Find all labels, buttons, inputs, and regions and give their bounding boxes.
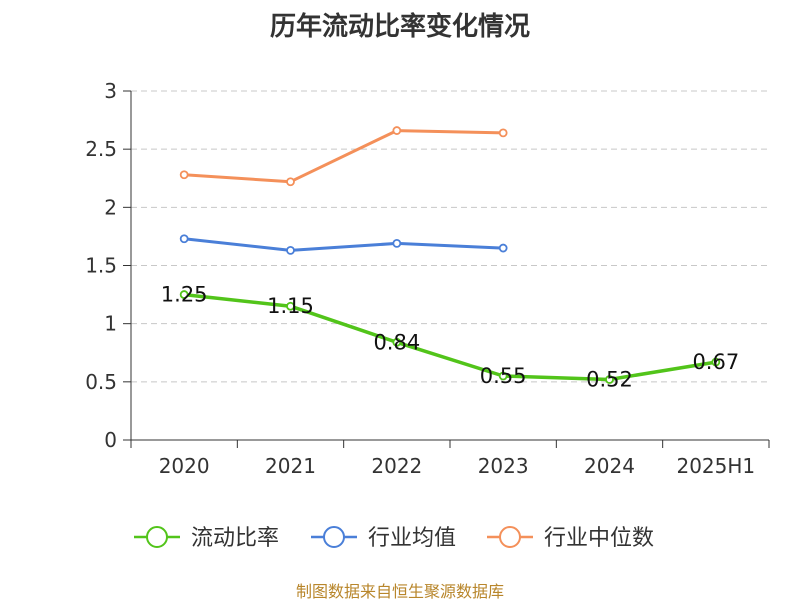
data-point: [286, 301, 295, 311]
chart-title: 历年流动比率变化情况: [269, 12, 530, 42]
axes: 0 0.5 1 1.5 2 2.5 3 2020 2021 2022 2023 2024 2025H1: [85, 79, 770, 478]
data-point: [286, 245, 295, 255]
legend-item: 流动比率: [134, 526, 279, 551]
legend-label: 行业均值: [368, 526, 456, 551]
data-point: [711, 357, 721, 367]
y-tick-label: 0.5: [85, 370, 117, 394]
data-point: [286, 177, 295, 187]
data-point: [392, 238, 402, 248]
data-point: [179, 234, 189, 244]
legend-marker: [146, 526, 168, 548]
data-label: 0.55: [480, 364, 527, 388]
data-point: [605, 375, 614, 384]
data-point: [179, 170, 189, 180]
y-tick-label: 2: [104, 195, 117, 219]
series-line: [184, 292, 717, 382]
source-note: 制图数据来自恒生聚源数据库: [295, 582, 504, 601]
legend-item: 行业均值: [311, 526, 456, 551]
data-point: [498, 128, 508, 138]
y-tick-label: 1.5: [85, 254, 117, 278]
y-tick-label: 3: [104, 79, 117, 103]
data-point: [498, 243, 508, 253]
series-line: [184, 237, 504, 252]
data-point: [392, 337, 402, 347]
data-label: 0.52: [586, 368, 633, 392]
data-point: [498, 371, 508, 381]
y-tick-label: 2.5: [85, 137, 117, 161]
grid-lines: [131, 90, 769, 383]
legend-marker: [323, 526, 345, 548]
series-line: [184, 129, 504, 184]
y-tick-label: 0: [104, 428, 117, 452]
data-label: 0.84: [373, 330, 420, 354]
x-tick-label: 2020: [159, 454, 210, 478]
legend-label: 流动比率: [191, 526, 279, 551]
y-tick-label: 1: [104, 312, 117, 336]
x-tick-label: 2021: [265, 454, 316, 478]
legend-label: 行业中位数: [544, 526, 654, 551]
legend-item: 行业中位数: [487, 526, 654, 551]
x-tick-label: 2024: [584, 454, 635, 478]
data-label: 0.67: [692, 350, 739, 374]
data-point: [179, 290, 189, 299]
data-labels: 1.25 1.15 0.84 0.55 0.52 0.67: [161, 283, 739, 392]
legend: 流动比率 行业均值 行业中位数: [134, 526, 654, 551]
data-label: 1.25: [161, 283, 208, 307]
x-tick-label: 2023: [478, 454, 529, 478]
x-tick-label: 2025H1: [676, 454, 755, 478]
x-tick-label: 2022: [371, 454, 422, 478]
series-lines: [179, 126, 721, 384]
data-point: [392, 126, 402, 135]
data-label: 1.15: [267, 294, 314, 318]
legend-marker: [499, 526, 521, 548]
